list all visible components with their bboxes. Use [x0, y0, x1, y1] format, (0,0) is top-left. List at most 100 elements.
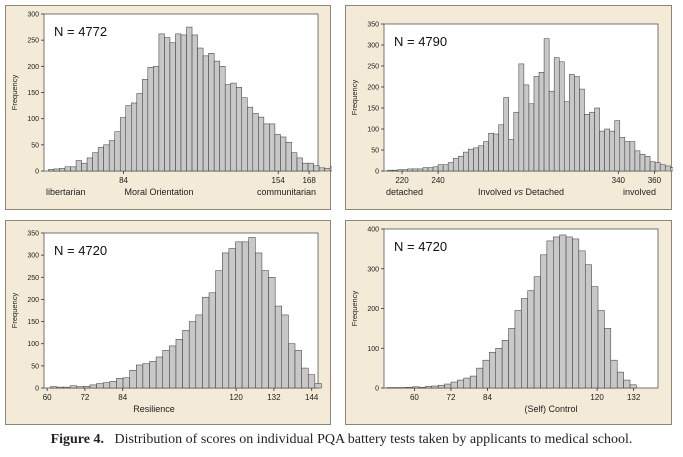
histogram-bar	[594, 107, 600, 172]
histogram-bar	[559, 234, 567, 389]
histogram-bar	[285, 141, 292, 172]
histogram-bar	[574, 76, 580, 172]
histogram-bar	[296, 157, 303, 172]
y-tick-label: 200	[27, 297, 39, 304]
figure-caption-text: Distribution of scores on individual PQA…	[114, 432, 633, 447]
y-tick-label: 0	[35, 386, 39, 393]
histogram-bar	[518, 63, 525, 172]
histogram-bar	[624, 141, 631, 172]
histogram-bar	[188, 321, 197, 389]
figure-label: Figure 4.	[50, 432, 104, 447]
histogram-bar	[162, 350, 170, 389]
chart-panel-resilience: 0 50 100 150 200 250 300 350 60 72 84 120 132 144 Freq…	[5, 220, 331, 425]
histogram-bar	[219, 66, 226, 172]
histogram-bar	[644, 156, 651, 172]
y-axis-label: Frequency	[10, 293, 19, 329]
sample-size-label: N = 4790	[394, 34, 447, 49]
histogram-bar	[280, 136, 287, 172]
histogram-bar	[508, 139, 515, 172]
sample-size-label: N = 4720	[54, 243, 107, 258]
histogram-bar	[114, 131, 121, 172]
y-tick-label: 300	[27, 253, 39, 260]
histogram-bar	[318, 167, 325, 172]
y-tick-label: 200	[367, 85, 379, 92]
histogram-bar	[129, 370, 137, 389]
histogram-bar	[478, 145, 484, 172]
histogram-bar	[405, 386, 413, 389]
x-axis-label: Moral Orientation	[124, 187, 193, 197]
histogram-bar	[142, 363, 150, 389]
histogram-bar	[579, 88, 585, 172]
histogram-bar	[402, 169, 409, 172]
y-axis-label: Frequency	[10, 75, 19, 111]
histogram-bar	[86, 157, 93, 172]
y-tick-label: 0	[375, 169, 379, 176]
histogram-bar	[597, 310, 605, 389]
histogram-bar	[147, 67, 154, 172]
histogram-bar	[427, 167, 434, 172]
histogram-bar	[164, 37, 171, 172]
histogram-bar	[64, 166, 71, 172]
histogram-bar	[604, 328, 612, 389]
x-axis-label: (Self) Control	[524, 404, 577, 414]
histogram-bar	[197, 47, 204, 172]
histogram-bar	[452, 158, 459, 172]
y-tick-label: 100	[27, 341, 39, 348]
histogram-bar	[103, 144, 110, 172]
histogram-bar	[131, 102, 138, 172]
histogram-bar	[654, 162, 661, 172]
histogram-bar	[224, 84, 231, 172]
histogram-bar	[109, 381, 117, 389]
histogram-bar	[89, 384, 97, 389]
histogram-bar	[149, 361, 157, 389]
histogram-bar	[498, 124, 504, 172]
y-tick-label: 250	[367, 64, 379, 71]
histogram-bar	[407, 168, 414, 172]
histogram-bar	[476, 367, 484, 389]
histogram-bar	[96, 383, 104, 389]
histogram-bar	[437, 164, 444, 172]
histogram-bar	[235, 87, 243, 172]
histogram-bar	[432, 166, 439, 172]
histogram-bar	[623, 379, 631, 389]
histogram-bar	[458, 156, 464, 172]
histogram-bar	[463, 151, 469, 172]
x-tick-label: 340	[612, 176, 626, 185]
histogram-bar	[527, 290, 535, 389]
histogram-bar	[610, 359, 618, 389]
histogram-bar	[473, 147, 479, 172]
histogram-bar	[528, 103, 535, 172]
histogram-bar	[274, 305, 283, 389]
histogram-bar	[122, 377, 130, 389]
histogram-bar	[533, 76, 540, 172]
histogram-bar	[230, 82, 237, 172]
histogram-bar	[604, 128, 610, 172]
histogram-bar	[482, 359, 490, 389]
histogram-bar	[639, 153, 646, 172]
x-tick-label: 360	[648, 176, 662, 185]
histogram-bar	[553, 57, 560, 172]
x-tick-label: 84	[118, 393, 127, 402]
histogram-bar	[213, 60, 220, 172]
histogram-bar	[599, 130, 605, 172]
histogram-self-control: 0 100 200 300 400 60 72 84 120 132 Frequency N = 47…	[350, 227, 659, 414]
histogram-bar	[329, 166, 332, 172]
chart-panel-self-control: 0 100 200 300 400 60 72 84 120 132 Frequency N = 47…	[345, 220, 672, 425]
histogram-bar	[247, 106, 254, 172]
y-tick-label: 150	[367, 106, 379, 113]
histogram-bar	[142, 79, 149, 172]
histogram-bar	[442, 164, 449, 172]
histogram-bar	[307, 374, 316, 389]
histogram-bar	[521, 298, 528, 389]
x-tick-label: 240	[431, 176, 445, 185]
histogram-bar	[75, 160, 82, 172]
histogram-bar	[59, 168, 66, 172]
histogram-bar	[619, 137, 626, 172]
histogram-bar	[294, 350, 302, 389]
histogram-bar	[255, 252, 263, 389]
y-tick-label: 300	[367, 43, 379, 50]
histogram-bar	[591, 286, 599, 389]
y-tick-label: 50	[31, 142, 39, 149]
histogram-bar	[463, 377, 471, 389]
y-tick-label: 0	[375, 386, 379, 393]
